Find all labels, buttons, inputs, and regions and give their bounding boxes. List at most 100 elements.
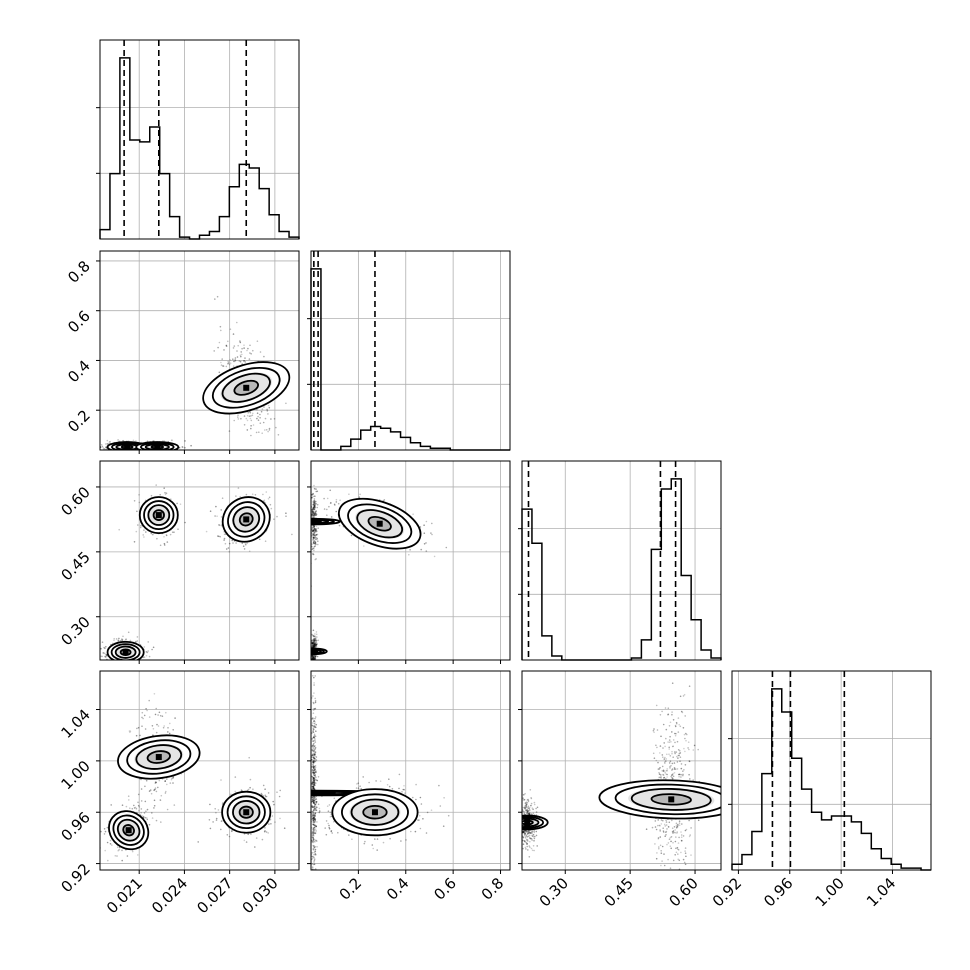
sample-point [351, 838, 353, 840]
sample-point [312, 508, 315, 510]
sample-point [313, 638, 315, 640]
sample-point [315, 537, 318, 539]
sample-point [522, 831, 524, 833]
sample-point [313, 821, 316, 824]
sample-point [312, 849, 315, 851]
sample-point [311, 749, 314, 751]
sample-point [313, 739, 316, 742]
sample-point [312, 762, 315, 764]
sample-point [144, 800, 147, 803]
sample-point [311, 737, 314, 740]
sample-point [215, 817, 218, 820]
sample-point [314, 510, 316, 513]
sample-point [316, 643, 318, 645]
sample-point [312, 836, 314, 839]
sample-point [313, 531, 316, 534]
sample-point [270, 418, 272, 420]
sample-point [312, 640, 315, 643]
sample-point [312, 781, 314, 783]
sample-point [143, 812, 146, 814]
sample-point [311, 831, 314, 833]
sample-point [314, 755, 316, 757]
sample-point [114, 451, 116, 453]
panel-2-0 [99, 460, 300, 661]
sample-point [312, 778, 314, 781]
sample-point [314, 506, 316, 508]
sample-point [329, 489, 332, 492]
sample-point [221, 365, 224, 367]
sample-point [250, 415, 252, 417]
sample-point [229, 359, 231, 361]
sample-point [312, 500, 315, 502]
sample-point [312, 729, 315, 731]
sample-point [315, 726, 317, 729]
sample-point [106, 841, 109, 844]
sample-point [311, 769, 314, 771]
contour-line [112, 814, 145, 846]
sample-point [314, 721, 317, 723]
sample-point [171, 439, 173, 442]
sample-point [528, 813, 531, 816]
sample-point [313, 782, 316, 784]
sample-point [530, 797, 532, 799]
sample-point [312, 547, 314, 550]
sample-point [313, 643, 315, 646]
sample-point [312, 856, 315, 858]
panel-frame [99, 460, 300, 661]
sample-point [228, 542, 231, 545]
sample-point [220, 820, 223, 822]
sample-point [142, 450, 144, 452]
sample-point [314, 495, 316, 498]
sample-point [313, 512, 315, 514]
sample-point [311, 657, 314, 659]
sample-point [314, 528, 317, 531]
sample-point [533, 840, 535, 842]
sample-point [252, 788, 254, 790]
sample-point [312, 806, 314, 809]
sample-point [220, 361, 222, 364]
sample-point [328, 826, 331, 829]
sample-point [314, 803, 317, 806]
sample-point [312, 760, 314, 762]
sample-point [313, 783, 316, 785]
sample-point [110, 804, 112, 806]
sample-point [314, 701, 317, 704]
sample-point [313, 640, 315, 642]
sample-point [526, 833, 529, 835]
sample-point [313, 499, 316, 502]
panel-frame [99, 670, 300, 871]
sample-point [312, 840, 315, 843]
sample-point [313, 745, 316, 748]
sample-point [293, 806, 295, 808]
sample-point [313, 722, 316, 725]
sample-point [121, 454, 123, 456]
sample-point [313, 505, 315, 508]
sample-point [314, 512, 317, 515]
sample-point [311, 646, 314, 648]
sample-point [313, 644, 316, 646]
sample-point [317, 639, 320, 642]
sample-point [443, 797, 445, 799]
sample-point [124, 638, 127, 641]
sample-point [313, 534, 315, 536]
sample-point [430, 809, 433, 811]
contour-line [331, 788, 419, 837]
sample-point [530, 847, 533, 850]
sample-point [313, 515, 315, 517]
sample-point [314, 848, 317, 851]
sample-point [314, 751, 317, 753]
sample-point [314, 511, 316, 514]
sample-point [362, 776, 365, 778]
sample-point [313, 502, 316, 504]
sample-point [120, 451, 122, 453]
sample-point [135, 440, 137, 442]
sample-point [313, 795, 315, 798]
sample-point [357, 782, 360, 784]
sample-point [258, 431, 260, 434]
sample-point [313, 528, 316, 531]
sample-point [243, 360, 245, 362]
sample-point [313, 684, 315, 686]
sample-point [312, 730, 314, 733]
sample-point [519, 810, 521, 812]
sample-point [312, 799, 315, 802]
